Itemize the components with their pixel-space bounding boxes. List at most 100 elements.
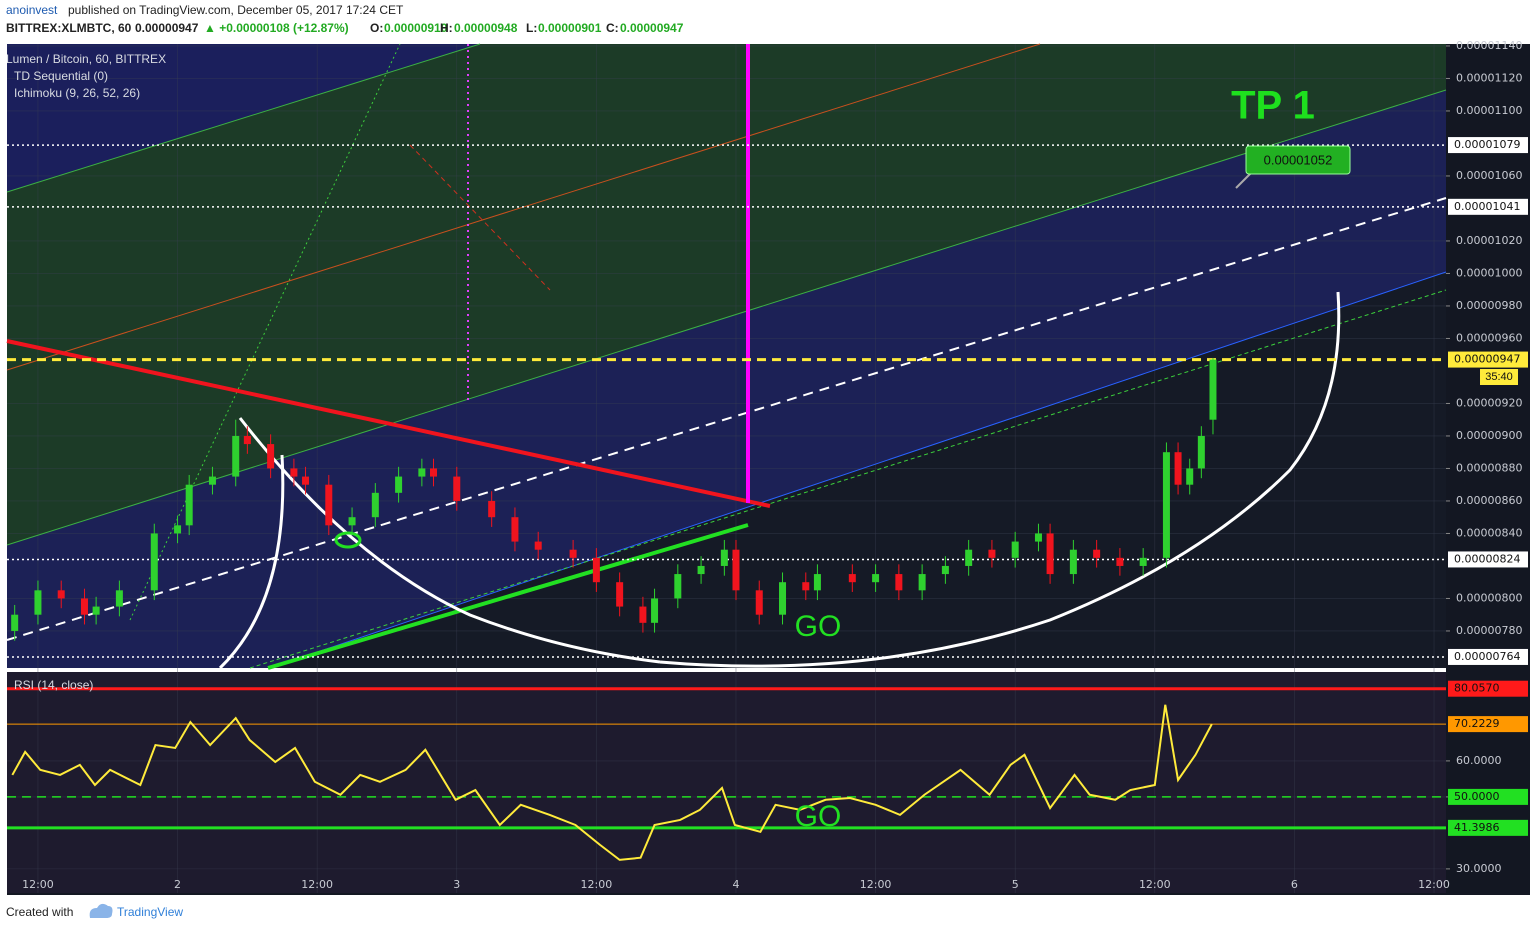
candle-body [1116,557,1124,566]
candle-body [80,598,88,615]
rsi-line [11,704,1213,861]
candle-body [965,549,973,566]
candle-body [34,590,42,615]
curve [238,417,661,664]
candle-body [325,484,333,526]
price-axis [1446,44,1530,893]
level-label: 70.2229 [1454,717,1500,730]
countdown-box [1480,369,1518,385]
y-tick-label: 0.00000800 [1456,591,1522,604]
y-tick-label: 0.00001140 [1456,39,1522,52]
candle-body [418,468,426,477]
symbol: BITTREX:XLMBTC, 60 [6,21,132,35]
o: O: [370,21,383,35]
candle-body [534,541,542,550]
candle-body [720,549,728,566]
change: ▲ +0.00000108 (+12.87%) [204,21,349,35]
curve [659,291,1341,668]
footer-brand[interactable]: TradingView [117,905,183,919]
candle-body [592,557,600,583]
x-tick-label: 12:00 [301,878,333,891]
candle-body [918,574,926,591]
y-tick-label: 0.00000960 [1456,331,1522,344]
candle-body [488,500,496,518]
x-tick-label: 12:00 [1139,878,1171,891]
y-tick-label: 0.00000860 [1456,494,1522,507]
candle-body [429,468,437,477]
level-label: 0.00001079 [1454,138,1520,151]
x-tick-label: 12:00 [1418,878,1450,891]
rsi-title: RSI (14, close) [14,678,93,692]
publisher[interactable]: anoinvest [6,3,58,17]
candle-body [208,476,216,485]
level-label-box [1448,680,1528,697]
candle-body [697,565,705,575]
y-tick-label: 0.00000900 [1456,429,1522,442]
quote-line: BITTREX:XLMBTC, 60 0.00000947 ▲ +0.00000… [6,21,684,35]
x-tick-label: 4 [732,878,739,891]
candle-body [115,590,123,607]
curve [218,454,285,670]
candle-body [1034,533,1042,542]
candle-body [267,444,275,469]
signal: GO [795,610,842,643]
y-tick-label: 0.00000840 [1456,526,1522,539]
level-label: 0.00000764 [1454,650,1520,663]
trend-line [6,197,1447,641]
y-tick-label: 0.00000780 [1456,624,1522,637]
level-label: 50.0000 [1454,790,1500,803]
candle-body [848,574,856,583]
candle-body [1139,557,1147,566]
candle-body [1069,549,1077,575]
level-label: 41.3986 [1454,821,1500,834]
candle-body [302,476,310,485]
candle-body [1046,533,1054,575]
x-tick-label: 12:00 [581,878,613,891]
channel-line [269,271,1447,669]
candle-body [732,549,740,591]
level-label-box [1448,551,1528,568]
candle-body [755,590,763,615]
y-tick-label: 0.00001060 [1456,169,1522,182]
level-label: 80.0570 [1454,682,1500,695]
level-label-box [1448,137,1528,154]
candle-body [57,590,65,599]
drawings [6,43,1447,670]
candle-body [185,484,193,526]
published: published on TradingView.com, December 0… [68,3,404,17]
marks [7,144,1446,861]
x-tick-label: 3 [453,878,460,891]
candle-body [1209,359,1217,420]
candle-body [1162,452,1170,558]
candle-body [511,517,519,542]
level-label: 0.00000947 [1454,353,1520,366]
legend-title: Lumen / Bitcoin, 60, BITTREX [6,52,166,66]
l-value: 0.00000901 [538,21,602,35]
l: L: [526,21,537,35]
o-value: 0.00000910 [384,21,448,35]
candle-body [651,598,659,623]
legend-item: Ichimoku (9, 26, 52, 26) [14,86,140,100]
x-tick-label: 12:00 [22,878,54,891]
axis-edge [7,893,1530,895]
candle-body [371,492,379,518]
y-tick-label: 0.00001000 [1456,266,1522,279]
candle-body [941,565,949,575]
candle-body [11,614,19,631]
x-tick-label: 6 [1291,878,1298,891]
candle-body [453,476,461,501]
support-line [267,523,749,670]
candle-body [348,517,356,526]
candle-body [243,435,251,445]
x-tick-label: 12:00 [860,878,892,891]
candle-body [1186,468,1194,485]
candle-body [92,606,100,615]
callout [1245,145,1351,175]
legend-item: TD Sequential (0) [14,69,108,83]
resistance-line [6,339,771,508]
candle-body [232,435,240,477]
candle-body [872,574,880,583]
candle-body [290,468,298,477]
y-tick-label: 0.00001020 [1456,234,1522,247]
